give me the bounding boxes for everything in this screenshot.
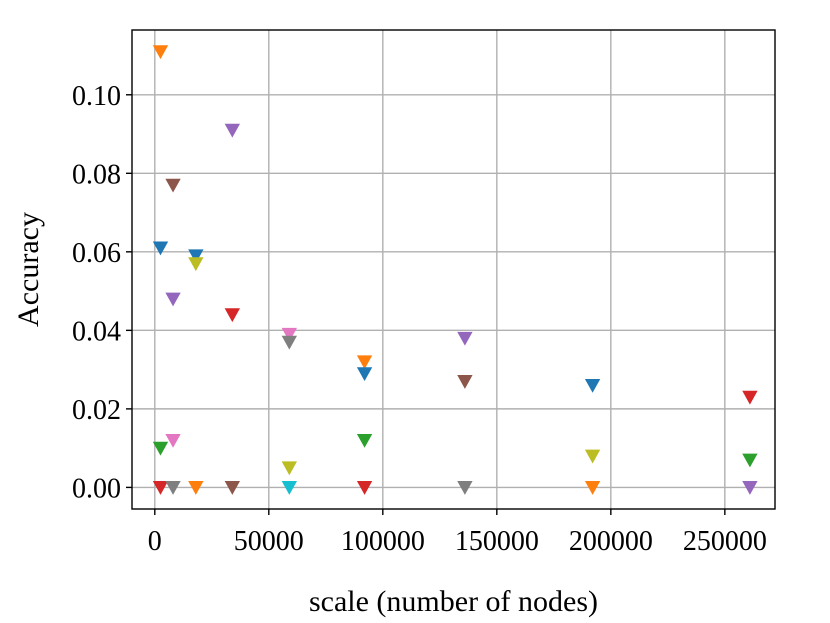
data-point	[584, 378, 601, 393]
x-tick-label: 50000	[234, 526, 304, 557]
data-point	[165, 178, 181, 193]
data-point	[188, 481, 204, 495]
data-point	[188, 257, 204, 272]
data-point	[281, 335, 298, 350]
data-point	[742, 453, 758, 468]
data-point	[165, 292, 181, 307]
y-tick-label: 0.02	[72, 395, 121, 426]
data-point	[356, 481, 373, 495]
plot-frame	[131, 29, 776, 510]
y-axis-ticks: 0.00 0.02 0.04 0.06 0.08 0.10	[72, 81, 132, 504]
data-point	[584, 449, 601, 464]
y-tick-label: 0.00	[72, 473, 121, 504]
data-point	[281, 327, 298, 342]
data-point	[356, 355, 373, 370]
data-point	[281, 461, 298, 476]
data-point	[152, 241, 169, 256]
data-point	[152, 45, 169, 60]
data-point	[457, 481, 473, 495]
x-tick-label: 250000	[683, 526, 767, 557]
y-tick-label: 0.06	[72, 238, 121, 269]
y-tick-label: 0.10	[72, 81, 121, 112]
x-axis-ticks: 0 50000 100000 150000 200000 250000	[148, 509, 767, 557]
data-point	[584, 481, 601, 495]
grid-lines	[132, 30, 775, 509]
y-tick-label: 0.08	[72, 159, 121, 190]
data-point	[742, 481, 758, 495]
x-axis-label: scale (number of nodes)	[309, 585, 598, 618]
data-point	[457, 375, 473, 389]
data-point	[152, 441, 169, 456]
data-point	[165, 481, 181, 495]
data-point	[356, 367, 373, 382]
data-point	[165, 433, 181, 448]
data-point	[742, 390, 758, 405]
x-tick-label: 150000	[455, 526, 539, 557]
x-tick-label: 100000	[341, 526, 425, 557]
data-point	[224, 481, 241, 495]
data-point	[356, 433, 373, 448]
y-tick-label: 0.04	[72, 316, 121, 347]
data-points	[152, 45, 758, 495]
data-point	[152, 481, 169, 495]
data-point	[188, 249, 204, 264]
data-point	[224, 308, 241, 323]
data-point	[224, 123, 241, 138]
x-tick-label: 200000	[569, 526, 653, 557]
data-point	[457, 331, 473, 346]
x-tick-label: 0	[148, 526, 162, 557]
data-point	[281, 481, 298, 495]
y-axis-label: Accuracy	[12, 212, 45, 327]
